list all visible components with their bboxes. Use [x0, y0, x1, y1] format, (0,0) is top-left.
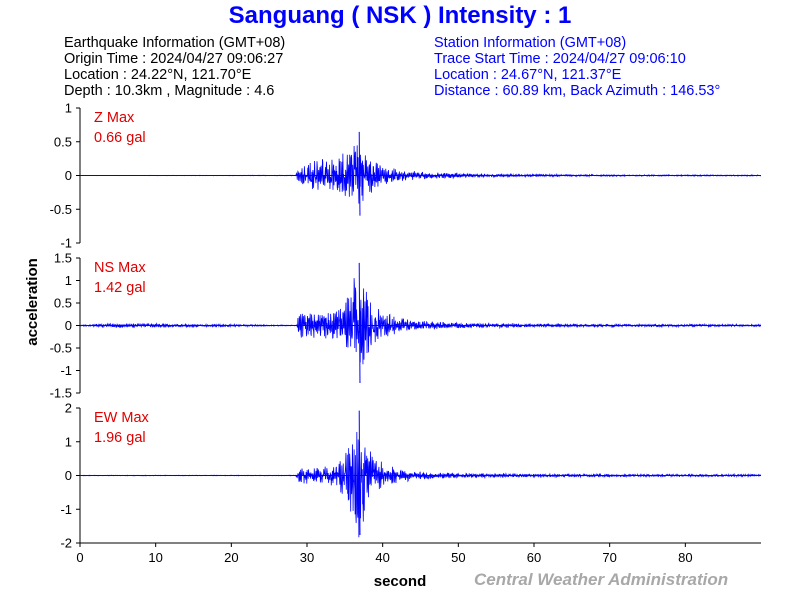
y-tick-label: -1.5 — [50, 386, 72, 401]
x-tick-label: 20 — [224, 550, 238, 565]
max-value-ew: 1.96 gal — [94, 430, 146, 446]
origin-time: Origin Time : 2024/04/27 09:06:27 — [64, 51, 284, 67]
chart-title: Sanguang ( NSK ) Intensity : 1 — [228, 2, 572, 29]
x-tick-label: 80 — [678, 550, 692, 565]
y-tick-label: 0.5 — [54, 296, 72, 311]
y-tick-label: 1 — [65, 273, 72, 288]
max-label-ns: NS Max — [94, 260, 146, 276]
peak-spike-ns — [358, 262, 361, 384]
max-label-ew: EW Max — [94, 410, 150, 426]
x-axis-label: second — [374, 573, 427, 590]
max-label-z: Z Max — [94, 110, 135, 126]
agency-credit: Central Weather Administration — [474, 570, 729, 589]
y-tick-label: 0 — [65, 168, 72, 183]
x-tick-label: 0 — [76, 550, 83, 565]
x-tick-label: 60 — [527, 550, 541, 565]
y-tick-label: 0 — [65, 318, 72, 333]
y-tick-label: 2 — [65, 401, 72, 416]
y-tick-label: 1 — [65, 101, 72, 116]
x-tick-label: 50 — [451, 550, 465, 565]
x-tick-label: 40 — [375, 550, 389, 565]
max-value-z: 0.66 gal — [94, 130, 146, 146]
station-location: Location : 24.67°N, 121.37°E — [434, 67, 622, 83]
peak-spike-ew — [358, 410, 361, 536]
max-value-ns: 1.42 gal — [94, 280, 146, 296]
earthquake-info-heading: Earthquake Information (GMT+08) — [64, 35, 286, 51]
trace-start-time: Trace Start Time : 2024/04/27 09:06:10 — [434, 51, 686, 67]
y-tick-label: 0.5 — [54, 134, 72, 149]
y-tick-label: 0 — [65, 468, 72, 483]
y-tick-label: -1 — [60, 363, 72, 378]
x-tick-label: 70 — [602, 550, 616, 565]
waveform-ew — [79, 431, 761, 538]
y-tick-label: -0.5 — [50, 341, 72, 356]
peak-spike-z — [358, 131, 361, 216]
x-tick-label: 30 — [300, 550, 314, 565]
x-tick-label: 10 — [148, 550, 162, 565]
y-tick-label: -1 — [60, 236, 72, 251]
distance-azimuth: Distance : 60.89 km, Back Azimuth : 146.… — [434, 83, 721, 99]
y-tick-label: 1.5 — [54, 251, 72, 266]
waveform-ns — [79, 278, 762, 365]
y-axis-label: acceleration — [24, 258, 41, 346]
epicenter-location: Location : 24.22°N, 121.70°E — [64, 67, 252, 83]
earthquake-info: Earthquake Information (GMT+08) Origin T… — [64, 35, 285, 99]
station-info-heading: Station Information (GMT+08) — [434, 35, 627, 51]
y-tick-label: -0.5 — [50, 202, 72, 217]
station-info: Station Information (GMT+08) Trace Start… — [434, 35, 720, 99]
depth-magnitude: Depth : 10.3km , Magnitude : 4.6 — [64, 83, 275, 99]
y-tick-label: -2 — [60, 536, 72, 551]
y-tick-label: 1 — [65, 434, 72, 449]
y-tick-label: -1 — [60, 502, 72, 517]
waveform-z — [79, 145, 761, 204]
